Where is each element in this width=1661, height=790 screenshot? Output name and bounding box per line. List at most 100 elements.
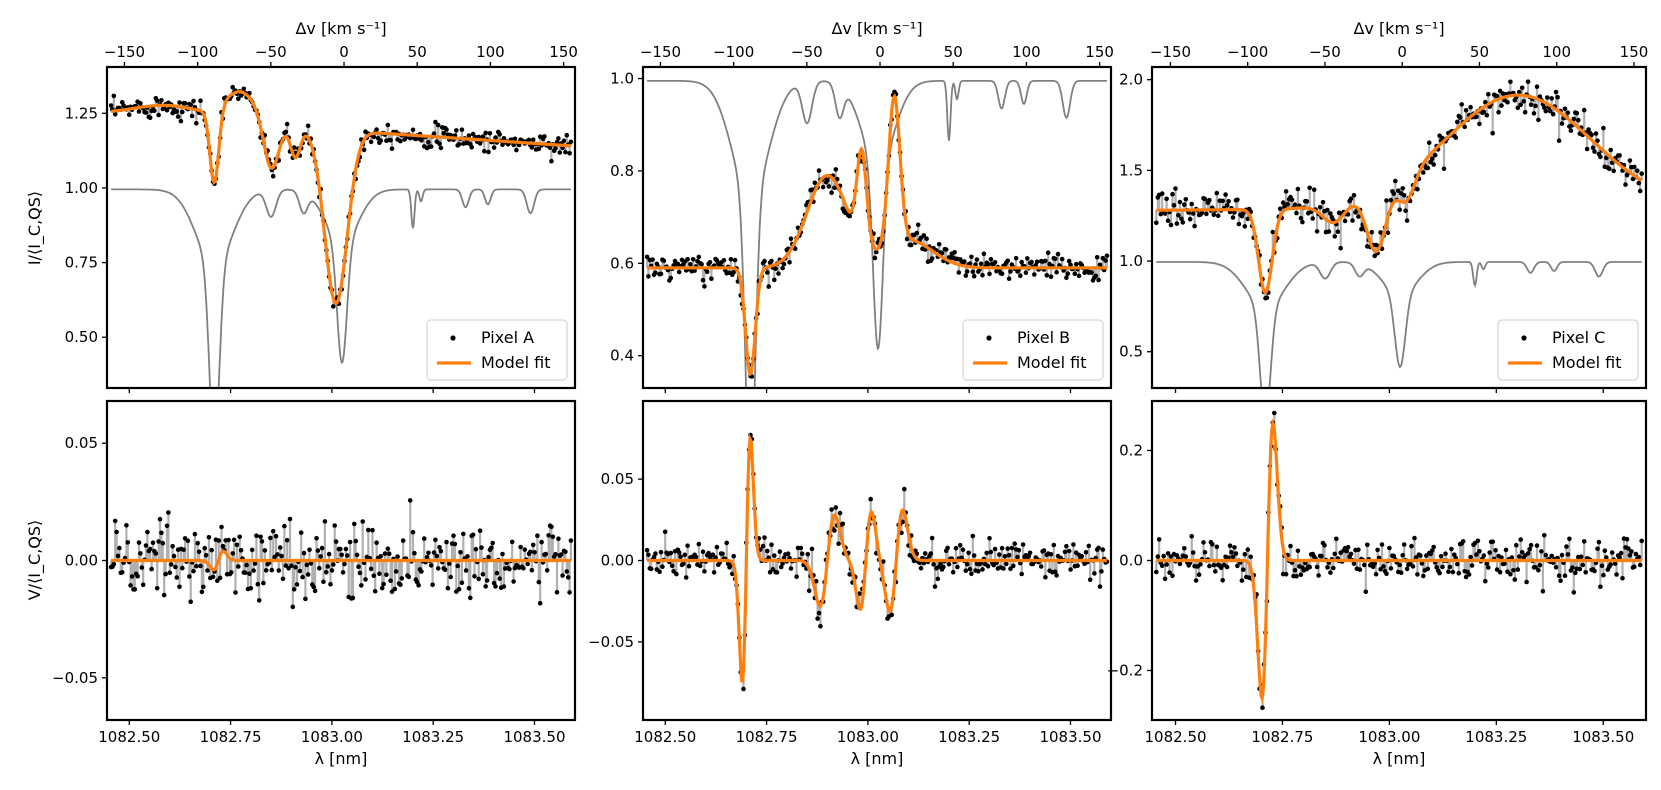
data-point [648, 566, 654, 572]
data-point [653, 270, 658, 276]
data-point [1043, 574, 1048, 580]
data-point [1099, 569, 1104, 574]
data-point [1637, 562, 1643, 568]
data-point [159, 530, 164, 536]
y-tick-label: 1.25 [65, 104, 98, 122]
data-point [1161, 553, 1166, 559]
data-point [500, 551, 505, 557]
data-point [818, 623, 823, 629]
data-point [868, 496, 873, 502]
legend-pixel-label: Pixel B [1017, 328, 1070, 347]
data-point [1388, 197, 1394, 203]
data-point [331, 562, 336, 567]
data-point [175, 114, 181, 119]
panel-intensity-pixel-b: 0.4 0.6 0.8 1.0 −150 −100 −50 0 50 100 150 Δv [km s… [610, 19, 1114, 393]
data-point [1018, 273, 1023, 279]
data-point [1369, 229, 1374, 235]
data-point [1592, 149, 1597, 154]
data-point [1565, 110, 1571, 115]
data-point [1064, 275, 1069, 281]
data-point [493, 135, 498, 140]
data-point [236, 564, 241, 569]
data-point [298, 530, 304, 535]
observed-points [1154, 79, 1644, 301]
data-point [378, 138, 384, 143]
data-point [537, 601, 543, 606]
data-point [119, 570, 125, 575]
data-point [1154, 220, 1159, 226]
data-point [1519, 85, 1525, 91]
data-point [124, 523, 129, 528]
data-point [514, 147, 519, 153]
data-point [512, 136, 518, 142]
data-point [406, 574, 412, 580]
data-point [847, 572, 852, 577]
data-point [985, 261, 991, 267]
data-point [1403, 208, 1408, 213]
data-point [244, 562, 249, 568]
data-point [772, 553, 777, 558]
data-point [1421, 573, 1426, 579]
data-point [270, 174, 276, 179]
data-point [153, 551, 159, 556]
data-point [769, 258, 774, 264]
data-point [646, 552, 651, 558]
data-point [437, 544, 442, 550]
data-point [174, 109, 180, 114]
data-point [486, 149, 491, 155]
data-point [433, 119, 438, 125]
data-point [1614, 572, 1619, 577]
data-point [987, 271, 992, 277]
data-point [1038, 564, 1044, 569]
data-point [1617, 153, 1622, 158]
data-point [766, 284, 771, 289]
data-point [1425, 566, 1431, 572]
data-point [1351, 561, 1357, 566]
data-point [1466, 572, 1472, 577]
data-point [678, 554, 683, 559]
model-fit-line [1156, 418, 1642, 704]
top-tick-label: 150 [1620, 43, 1649, 61]
data-point [1494, 93, 1500, 99]
data-point [794, 574, 799, 579]
data-point [780, 265, 785, 271]
panel-stokes-v-pixel-a: −0.05 0.00 0.05 1082.50 1082.75 1083.00 1083.2… [52, 399, 577, 768]
data-point [766, 555, 771, 560]
axes-frame [641, 65, 1113, 390]
data-point [140, 582, 146, 588]
data-point [668, 275, 674, 281]
data-point [1214, 544, 1220, 550]
data-point [1029, 259, 1034, 265]
data-point [1450, 569, 1456, 575]
data-point [1317, 204, 1323, 210]
data-point [1539, 549, 1544, 554]
data-point [1072, 271, 1078, 277]
data-point [339, 552, 345, 558]
data-point [568, 538, 574, 543]
data-point [1331, 565, 1336, 571]
data-point [1595, 138, 1600, 143]
data-point [769, 542, 774, 547]
data-point [1400, 552, 1405, 558]
data-point [1521, 99, 1526, 104]
data-point [354, 552, 360, 558]
data-point [1497, 88, 1503, 94]
data-point [1578, 554, 1584, 559]
data-point [160, 540, 166, 546]
data-point [480, 134, 486, 139]
data-point [472, 574, 477, 579]
data-point [206, 534, 212, 540]
data-point [1639, 171, 1644, 176]
data-point [1518, 102, 1523, 107]
x-tick-label: 1082.50 [98, 728, 160, 746]
data-point [957, 542, 963, 548]
data-point [1410, 564, 1416, 569]
data-point [215, 578, 220, 583]
data-point [196, 549, 202, 555]
data-point [182, 101, 188, 106]
data-point [1189, 201, 1194, 207]
data-point [1020, 542, 1026, 547]
data-point [268, 535, 273, 541]
data-point [400, 538, 406, 543]
plot-area [1154, 79, 1644, 388]
